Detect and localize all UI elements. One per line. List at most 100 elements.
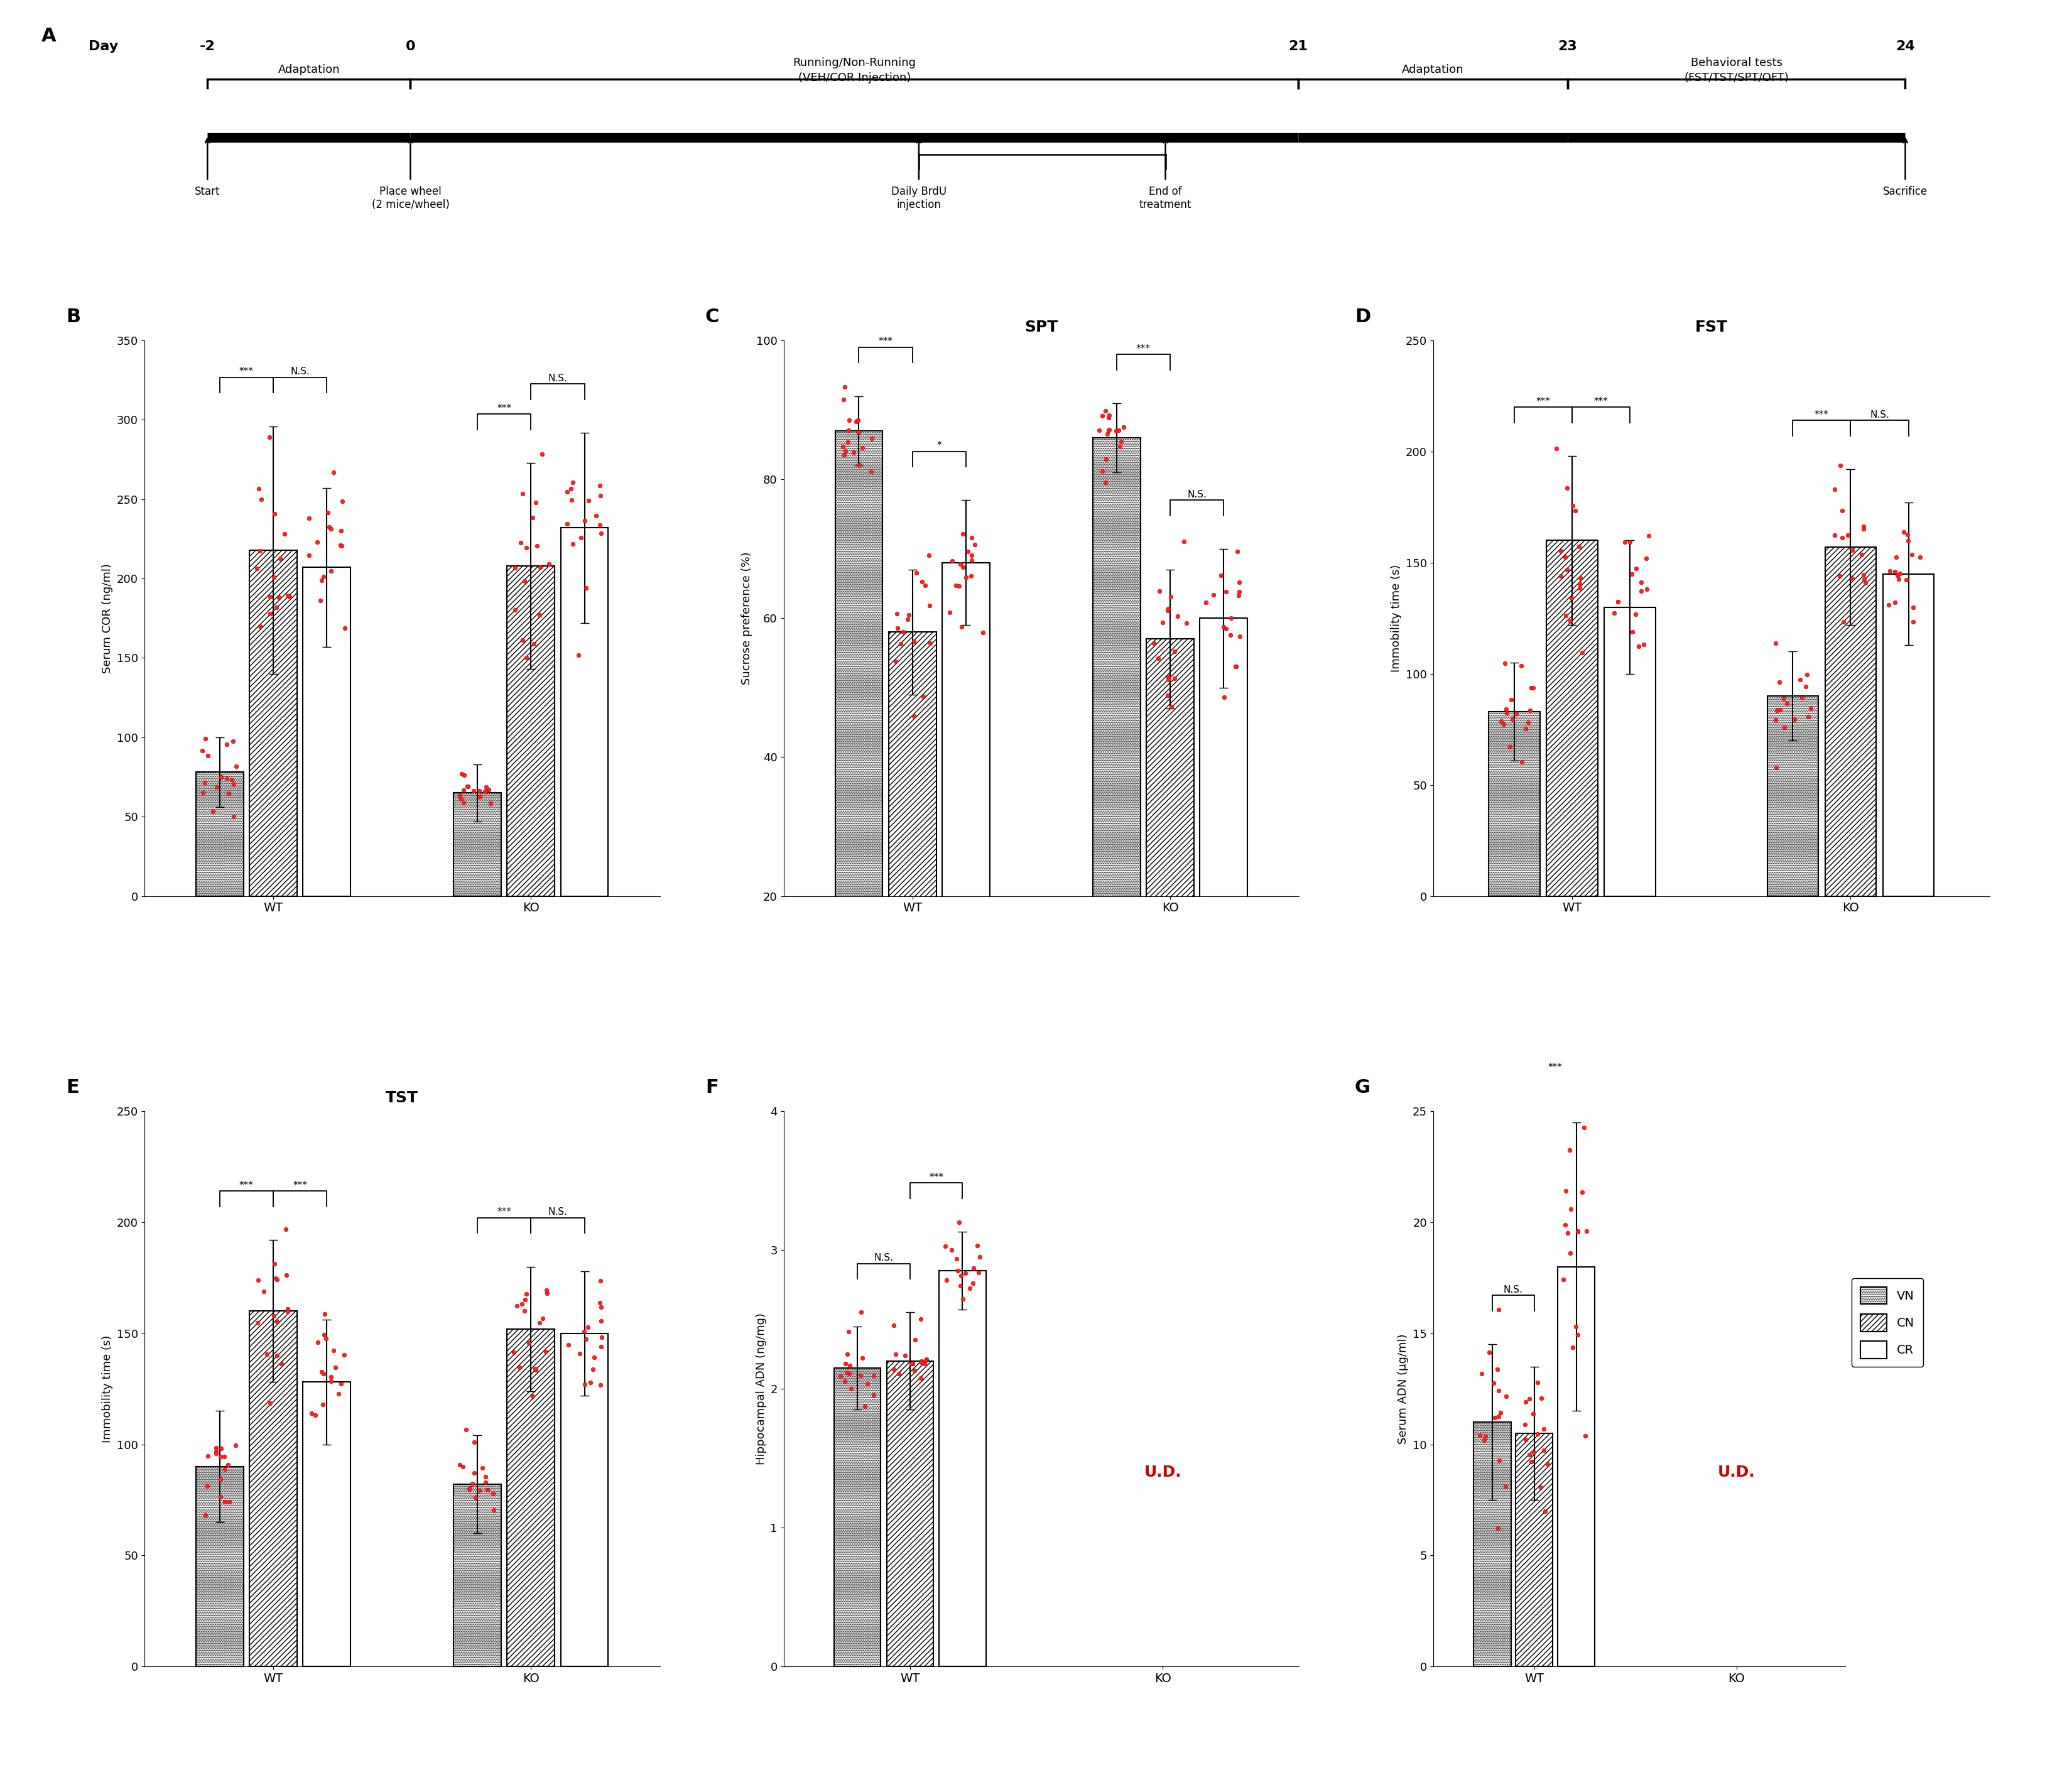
Point [967,618,1000,647]
Point [1532,1450,1565,1478]
Point [241,1308,274,1337]
Point [833,405,866,434]
Point [326,516,359,545]
Point [518,1355,551,1383]
Point [1835,564,1868,593]
Text: ***: *** [497,1208,511,1217]
Point [1155,692,1188,720]
Bar [887,1362,934,1667]
Point [940,1244,973,1272]
Point [1540,434,1573,462]
Point [563,1339,596,1367]
Point [1555,1195,1588,1224]
Point [530,1276,563,1305]
Point [254,1389,287,1417]
Point [1553,1238,1586,1267]
Point [1223,581,1256,609]
Text: Start: Start [194,186,221,197]
Point [1516,1448,1549,1477]
Point [1161,602,1194,631]
Point [210,729,243,758]
Point [1819,475,1852,504]
Bar [835,430,883,1036]
Point [946,1285,979,1314]
Point [893,600,926,629]
Point [949,563,982,591]
Point [878,1355,911,1383]
Point [1557,1333,1590,1362]
Point [474,788,507,817]
Point [192,742,225,771]
Point [1514,695,1546,724]
Point [953,1274,986,1303]
Point [526,1305,559,1333]
Point [315,1362,348,1391]
Point [530,1337,563,1366]
Point [1615,559,1648,588]
Point [957,1254,990,1283]
Bar [1883,573,1934,896]
Point [829,1358,862,1387]
Point [212,780,245,808]
Point [880,615,913,643]
Point [911,541,944,570]
Point [520,1357,553,1385]
Point [938,572,971,600]
Point [835,1374,868,1403]
Point [1553,1136,1586,1165]
Point [318,457,351,486]
Point [1823,452,1856,480]
Text: 24: 24 [1895,39,1916,52]
Bar [250,1312,297,1667]
Point [524,1308,557,1337]
Point [944,550,977,579]
Point [1511,708,1544,737]
Point [1565,638,1598,667]
Point [955,541,988,570]
Point [1563,570,1596,599]
Point [1528,1435,1561,1464]
Point [1546,1265,1579,1294]
Point [1883,559,1916,588]
Point [833,1317,866,1346]
Point [878,647,911,676]
Point [260,1265,293,1294]
Text: D: D [1355,308,1371,326]
Point [516,1382,548,1410]
Point [204,1434,237,1462]
Point [293,541,326,570]
Point [551,478,584,507]
Point [579,502,612,530]
Point [1761,695,1794,724]
Point [1551,556,1584,584]
Point [1831,520,1864,548]
Point [260,1342,293,1371]
Point [940,1256,973,1285]
Point [497,1339,530,1367]
Point [1625,577,1658,606]
Point [1466,1360,1499,1389]
Point [1631,521,1664,550]
Text: Day: Day [89,39,118,52]
Point [959,530,992,559]
Point [1478,1403,1511,1432]
Point [942,1208,975,1236]
Point [1891,527,1924,556]
Bar [889,633,936,1036]
Point [845,434,878,462]
Point [573,1369,606,1398]
Point [887,618,920,647]
Point [1485,706,1518,735]
Point [468,778,501,806]
Point [829,1367,862,1396]
Point [829,373,862,401]
Point [584,471,617,500]
Point [1567,1113,1600,1142]
Text: ***: *** [239,1181,254,1190]
Point [315,556,348,584]
Text: ***: *** [1536,398,1551,407]
Text: *: * [936,441,942,450]
Point [1528,1496,1561,1525]
Point [1522,1367,1555,1396]
Point [1464,1421,1497,1450]
